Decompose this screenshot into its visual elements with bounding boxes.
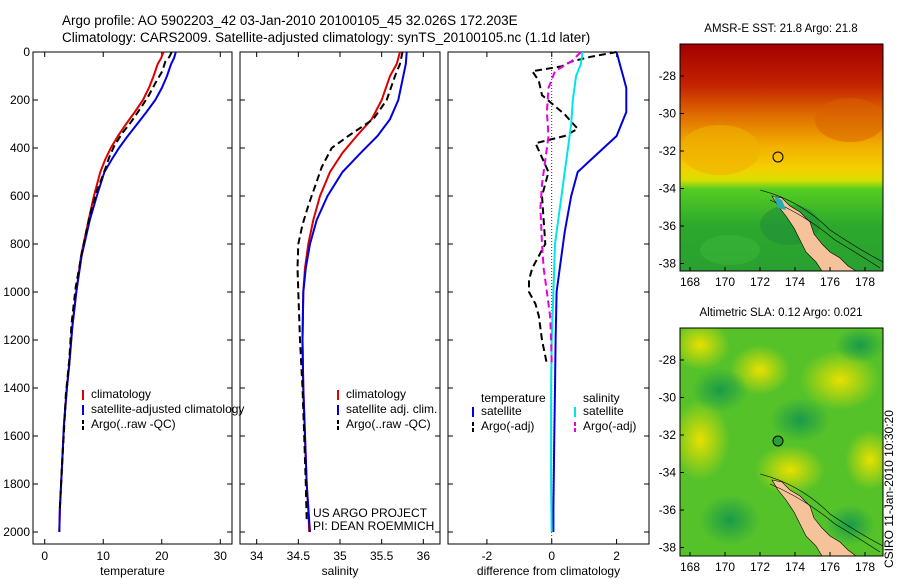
sla-ytick-label: -28 bbox=[659, 353, 677, 367]
difference-series-argo-adj- bbox=[528, 51, 617, 365]
depth-tick-label: 0 bbox=[23, 45, 30, 59]
legend-label-temperature: satellite bbox=[481, 404, 522, 418]
sla-float-marker bbox=[772, 435, 784, 447]
legend-label-salinity: Argo(-adj) bbox=[583, 419, 636, 433]
depth-tick-label: 600 bbox=[10, 189, 30, 203]
sla-xtick-label: 176 bbox=[820, 560, 840, 574]
sst-ytick-label: -32 bbox=[659, 144, 677, 158]
legend-label-temperature: Argo(-adj) bbox=[481, 419, 534, 433]
depth-tick-label: 1200 bbox=[3, 333, 30, 347]
sla-xtick-label: 172 bbox=[750, 560, 770, 574]
temperature-xtick-label: 30 bbox=[214, 549, 228, 563]
temperature-series-climatology bbox=[58, 51, 165, 533]
salinity-series-satellite-adj-clim- bbox=[301, 51, 408, 533]
temperature-legend-label: climatology bbox=[91, 387, 151, 401]
sst-xtick-label: 170 bbox=[715, 275, 735, 289]
temperature-series-satellite-adjusted-climatology bbox=[58, 51, 177, 533]
difference-xlabel: difference from climatology bbox=[477, 564, 620, 578]
sla-map-title: Altimetric SLA: 0.12 Argo: 0.021 bbox=[699, 307, 862, 319]
sla-ytick-label: -32 bbox=[659, 428, 677, 442]
temperature-xlabel: temperature bbox=[100, 564, 165, 578]
sst-ytick-label: -28 bbox=[659, 69, 677, 83]
sst-map-title: AMSR-E SST: 21.8 Argo: 21.8 bbox=[704, 23, 857, 35]
sst-xtick-label: 178 bbox=[855, 275, 875, 289]
legend-label-salinity: satellite bbox=[583, 404, 624, 418]
depth-tick-label: 2000 bbox=[3, 525, 30, 539]
sst-ytick-label: -34 bbox=[659, 182, 677, 196]
salinity-xtick-label: 36 bbox=[417, 549, 431, 563]
temperature-xtick-label: 20 bbox=[155, 549, 169, 563]
sst-float-marker bbox=[772, 151, 784, 163]
salinity-panel: 34 34.5 35 35.5 36 salinity climatologysatelli… bbox=[239, 51, 441, 578]
sst-ytick-label: -36 bbox=[659, 219, 677, 233]
temperature-legend-label: satellite-adjusted climatology bbox=[91, 402, 244, 416]
depth-tick-label: 800 bbox=[10, 237, 30, 251]
temperature-xtick-label: 0 bbox=[41, 549, 48, 563]
depth-tick-label: 1400 bbox=[3, 381, 30, 395]
salinity-xtick-label: 34 bbox=[250, 549, 264, 563]
temperature-panel: 0 10 20 30 temperature 0 200 400 600 800 1000 1200 1… bbox=[3, 45, 244, 578]
sla-ytick-label: -38 bbox=[659, 541, 677, 555]
salinity-legend-label: satellite adj. clim. bbox=[346, 402, 437, 416]
depth-tick-label: 1800 bbox=[3, 477, 30, 491]
sla-ytick-label: -36 bbox=[659, 503, 677, 517]
sst-map: AMSR-E SST: 21.8 Argo: 21.8 168 170 172 174… bbox=[659, 23, 884, 289]
depth-tick-label: 200 bbox=[10, 93, 30, 107]
temperature-series-argo-raw-qc- bbox=[58, 51, 173, 509]
depth-tick-label: 1000 bbox=[3, 285, 30, 299]
depth-tick-label: 1600 bbox=[3, 429, 30, 443]
sla-xtick-label: 178 bbox=[855, 560, 875, 574]
sla-ytick-label: -34 bbox=[659, 466, 677, 480]
salinity-xtick-label: 34.5 bbox=[287, 549, 311, 563]
salinity-xtick-label: 35.5 bbox=[370, 549, 394, 563]
figure-title-line1: Argo profile: AO 5902203_42 03-Jan-2010 … bbox=[62, 13, 518, 28]
depth-tick-label: 400 bbox=[10, 141, 30, 155]
legend-title-temperature: temperature bbox=[481, 391, 546, 405]
difference-series-argo-adj- bbox=[539, 51, 582, 365]
sst-ytick-label: -30 bbox=[659, 107, 677, 121]
sla-xtick-label: 168 bbox=[680, 560, 700, 574]
difference-series-satellite bbox=[552, 51, 628, 532]
legend-title-salinity: salinity bbox=[583, 391, 620, 405]
sla-xtick-label: 170 bbox=[715, 560, 735, 574]
sst-xtick-label: 168 bbox=[680, 275, 700, 289]
sla-map: Altimetric SLA: 0.12 Argo: 0.021 168 170 1… bbox=[659, 307, 884, 574]
temperature-plot-frame bbox=[32, 51, 233, 545]
difference-xtick-label: 0 bbox=[548, 549, 555, 563]
salinity-legend-label: Argo(..raw -QC) bbox=[346, 417, 431, 431]
sla-ytick-label: -30 bbox=[659, 391, 677, 405]
salinity-plot-frame bbox=[239, 51, 441, 545]
salinity-xtick-label: 35 bbox=[333, 549, 347, 563]
temperature-legend-label: Argo(..raw -QC) bbox=[91, 417, 176, 431]
salinity-series-argo-raw-qc- bbox=[296, 51, 404, 521]
project-label: US ARGO PROJECT bbox=[313, 506, 428, 520]
figure-title-line2: Climatology: CARS2009. Satellite-adjuste… bbox=[62, 30, 590, 45]
difference-series-satellite bbox=[550, 51, 584, 533]
difference-xtick-label: -2 bbox=[482, 549, 493, 563]
sst-ytick-label: -38 bbox=[659, 257, 677, 271]
sst-xtick-label: 176 bbox=[820, 275, 840, 289]
temperature-xtick-label: 10 bbox=[97, 549, 111, 563]
salinity-xlabel: salinity bbox=[322, 564, 359, 578]
difference-plot-frame bbox=[447, 51, 650, 545]
salinity-legend-label: climatology bbox=[346, 387, 406, 401]
difference-xtick-label: 2 bbox=[613, 549, 620, 563]
pi-label: PI: DEAN ROEMMICH bbox=[313, 519, 434, 533]
timestamp: CSIRO 11-Jan-2010 10:30:20 bbox=[882, 410, 896, 568]
sla-xtick-label: 174 bbox=[785, 560, 805, 574]
sst-xtick-label: 174 bbox=[785, 275, 805, 289]
sst-xtick-label: 172 bbox=[750, 275, 770, 289]
